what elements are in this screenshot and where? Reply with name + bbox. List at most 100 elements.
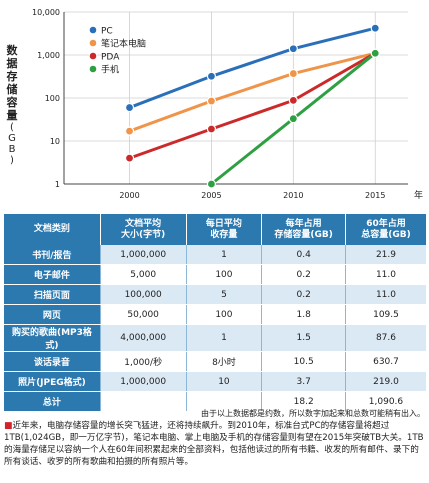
table-cell: 100 bbox=[186, 304, 263, 325]
table-cell: 10 bbox=[186, 371, 263, 392]
data-point bbox=[206, 179, 217, 189]
bullet-square-icon: ■ bbox=[4, 421, 13, 431]
x-tick-label: 2005 bbox=[201, 191, 221, 200]
row-category-cell: 电子邮件 bbox=[4, 264, 101, 285]
y-tick-label: 10 bbox=[50, 137, 60, 146]
column-header: 60年占用 总容量(GB) bbox=[345, 214, 426, 245]
column-header-line: 大小(字节) bbox=[121, 229, 166, 240]
legend-label: PC bbox=[101, 27, 113, 37]
y-axis-title-char: 储 bbox=[6, 83, 18, 96]
series-line bbox=[128, 26, 376, 109]
data-point bbox=[206, 96, 217, 106]
table-cell: 1 bbox=[186, 245, 263, 265]
x-tick-label: 2000 bbox=[119, 191, 139, 200]
row-category-cell: 书刊/报告 bbox=[4, 245, 101, 265]
table-row: 总计 18.2 1,090.6 bbox=[4, 391, 426, 412]
paragraph-text: 近年来，电脑存储容量的增长突飞猛进，还将持续飙升。到2010年，标准台式PC的存… bbox=[4, 421, 424, 467]
legend-label: 笔记本电脑 bbox=[101, 38, 146, 50]
table-cell: 4,000,000 bbox=[100, 324, 187, 352]
table-row: 扫描页面 100,000 5 0.2 11.0 bbox=[4, 284, 426, 305]
table-cell: 11.0 bbox=[345, 284, 426, 305]
table-cell: 5,000 bbox=[100, 264, 187, 285]
table-row: 购买的歌曲(MP3格式) 4,000,000 1 1.5 87.6 bbox=[4, 324, 426, 352]
data-point bbox=[206, 71, 217, 81]
table-row: 谈话录音 1,000/秒 8小时 10.5 630.7 bbox=[4, 351, 426, 372]
data-point bbox=[370, 48, 380, 58]
table-row: 网页 50,000 100 1.8 109.5 bbox=[4, 304, 426, 325]
table-cell: 10.5 bbox=[261, 351, 346, 372]
y-axis-title-unit-char: ) bbox=[10, 155, 14, 166]
data-point bbox=[206, 124, 217, 134]
table-cell: 87.6 bbox=[345, 324, 426, 352]
y-axis-title-char: 数 bbox=[6, 44, 18, 57]
table-cell bbox=[100, 391, 187, 412]
table-header-row: 文档类别 文档平均 大小(字节) 每日平均 收存量 每年占用 存储容量(GB) 60年占用 总容… bbox=[4, 214, 426, 245]
data-point bbox=[124, 126, 135, 136]
x-tick-label: 2015 bbox=[365, 191, 385, 200]
table-cell: 1.5 bbox=[261, 324, 346, 352]
column-header-line: 每年占用 bbox=[285, 218, 322, 229]
column-header: 文档类别 bbox=[4, 214, 101, 245]
table-cell: 0.2 bbox=[261, 284, 346, 305]
legend-label: PDA bbox=[101, 53, 120, 63]
row-category-cell: 扫描页面 bbox=[4, 284, 101, 305]
column-header-line: 文档类别 bbox=[33, 224, 70, 234]
column-header: 每日平均 收存量 bbox=[186, 214, 263, 245]
table-cell: 8小时 bbox=[186, 351, 263, 372]
column-header-line: 60年占用 bbox=[366, 218, 406, 229]
table-cell: 50,000 bbox=[100, 304, 187, 325]
y-axis-title-char: 存 bbox=[6, 70, 18, 83]
table-cell: 3.7 bbox=[261, 371, 346, 392]
footnote: 由于以上数据都是约数，所以数字加起来和总数可能稍有出入。 bbox=[201, 409, 425, 418]
table-cell: 219.0 bbox=[345, 371, 426, 392]
table-cell: 100,000 bbox=[100, 284, 187, 305]
legend-marker bbox=[88, 64, 98, 74]
column-header: 文档平均 大小(字节) bbox=[100, 214, 187, 245]
data-point bbox=[288, 44, 298, 54]
y-axis-title: 数据存储容量(G B) bbox=[4, 44, 20, 166]
x-tick-label: 2010 bbox=[283, 191, 303, 200]
row-category-cell: 谈话录音 bbox=[4, 351, 101, 372]
data-point bbox=[288, 68, 298, 79]
series-line bbox=[129, 51, 376, 133]
row-category-cell: 总计 bbox=[4, 391, 101, 412]
legend-marker bbox=[88, 38, 98, 48]
table-body: 书刊/报告 1,000,000 1 0.4 21.9 电子邮件 5,000 100 0.2 11.… bbox=[4, 245, 426, 412]
table-cell: 5 bbox=[186, 284, 263, 305]
legend-label: 手机 bbox=[101, 64, 119, 76]
column-header-line: 文档平均 bbox=[125, 218, 162, 229]
table-cell: 0.2 bbox=[261, 264, 346, 285]
y-axis-title-char: 据 bbox=[6, 57, 18, 70]
y-tick-label: 1 bbox=[55, 180, 60, 189]
table-cell: 1,000,000 bbox=[100, 371, 187, 392]
table-cell: 109.5 bbox=[345, 304, 426, 325]
y-axis-title-char: 容 bbox=[6, 96, 18, 109]
table-cell: 1,000,000 bbox=[100, 245, 187, 265]
column-header-line: 总容量(GB) bbox=[361, 229, 411, 240]
column-header-line: 存储容量(GB) bbox=[274, 229, 333, 240]
row-category-cell: 购买的歌曲(MP3格式) bbox=[4, 324, 101, 352]
storage-table: 文档类别 文档平均 大小(字节) 每日平均 收存量 每年占用 存储容量(GB) 60年占用 总容… bbox=[4, 214, 426, 412]
legend-marker bbox=[88, 51, 98, 61]
y-axis-title-unit-char: B bbox=[8, 144, 16, 155]
table-cell: 18.2 bbox=[261, 391, 346, 412]
y-tick-label: 1,000 bbox=[37, 51, 60, 60]
table-cell: 11.0 bbox=[345, 264, 426, 285]
table-row: 照片(JPEG格式) 1,000,000 10 3.7 219.0 bbox=[4, 371, 426, 392]
description-paragraph: ■近年来，电脑存储容量的增长突飞猛进，还将持续飙升。到2010年，标准台式PC的… bbox=[4, 420, 425, 468]
table-cell: 1,000/秒 bbox=[100, 351, 187, 372]
legend-marker bbox=[88, 25, 98, 35]
chart-area: 数据存储容量(G B) 1 10 100 1,000 10,000 2000 2005 2010… bbox=[0, 0, 429, 212]
series-line bbox=[129, 51, 376, 160]
table-cell: 1,090.6 bbox=[345, 391, 426, 412]
table-cell: 1.8 bbox=[261, 304, 346, 325]
y-tick-label: 10,000 bbox=[32, 8, 60, 17]
y-axis-title-unit-char: G bbox=[8, 133, 16, 144]
table-cell bbox=[186, 391, 263, 412]
data-point bbox=[124, 153, 135, 163]
line-chart: 1 10 100 1,000 10,000 2000 2005 2010 2015 年 PC笔记本电… bbox=[32, 8, 423, 201]
column-header-line: 收存量 bbox=[210, 229, 238, 240]
row-category-cell: 照片(JPEG格式) bbox=[4, 371, 101, 392]
column-header-line: 每日平均 bbox=[205, 218, 242, 229]
table-cell: 1 bbox=[186, 324, 263, 352]
